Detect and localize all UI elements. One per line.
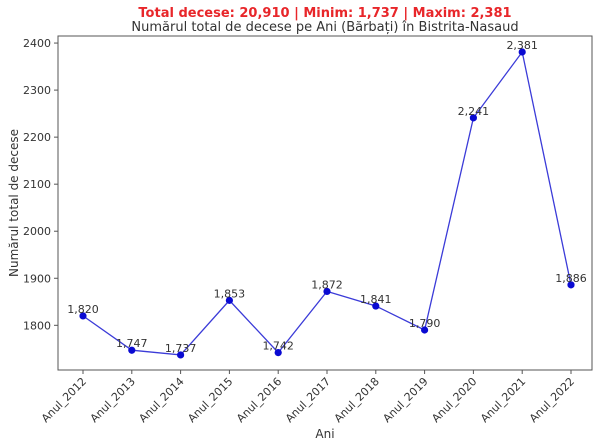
x-tick-label: Anul_2013 [88, 375, 138, 425]
chart-title: Numărul total de decese pe Ani (Bărbați)… [131, 20, 518, 35]
data-point [323, 287, 331, 296]
x-axis: Anul_2012Anul_2013Anul_2014Anul_2015Anul… [39, 370, 577, 425]
y-axis: 1800 1900 2000 2100 2200 2300 2400 [23, 37, 58, 332]
x-tick-label: Anul_2018 [332, 375, 382, 425]
data-label: 1,790 [409, 317, 441, 330]
x-tick-label: Anul_2016 [234, 375, 284, 425]
data-label: 1,737 [165, 342, 197, 355]
data-label: 1,742 [262, 340, 294, 353]
data-label: 1,872 [311, 278, 343, 291]
data-point [79, 312, 87, 320]
y-tick-label: 2400 [23, 37, 51, 50]
y-tick-label: 1800 [23, 319, 51, 332]
y-tick-label: 1900 [23, 272, 51, 285]
y-tick-label: 2300 [23, 84, 51, 97]
data-label: 1,853 [214, 287, 246, 300]
data-point [177, 351, 185, 359]
data-point [128, 346, 136, 354]
data-point [518, 48, 526, 56]
x-tick-label: Anul_2022 [527, 375, 577, 425]
data-point [225, 296, 233, 304]
data-label: 1,841 [360, 293, 392, 306]
data-point [469, 114, 477, 122]
y-tick-label: 2200 [23, 131, 51, 144]
y-tick-label: 2000 [23, 225, 51, 238]
data-point [421, 326, 429, 334]
data-label: 2,381 [506, 39, 538, 52]
series-markers [79, 48, 575, 359]
x-tick-label: Anul_2017 [283, 375, 333, 425]
x-tick-label: Anul_2015 [185, 375, 235, 425]
y-axis-label: Numărul total de decese [7, 129, 21, 277]
series-line [82, 50, 572, 356]
x-axis-label: Ani [315, 427, 334, 441]
x-tick-label: Anul_2020 [429, 375, 479, 425]
data-point [567, 281, 575, 289]
x-tick-label: Anul_2021 [478, 375, 528, 425]
x-tick-label: Anul_2019 [380, 375, 430, 425]
y-tick-label: 2100 [23, 178, 51, 191]
data-label: 1,820 [67, 303, 99, 316]
data-point [274, 348, 282, 357]
x-tick-label: Anul_2012 [39, 375, 89, 425]
x-tick-label: Anul_2014 [136, 375, 186, 425]
data-point [372, 302, 380, 310]
data-label: 1,747 [116, 337, 148, 350]
data-label: 2,241 [458, 105, 490, 118]
chart-suptitle: Total decese: 20,910 | Minim: 1,737 | Ma… [138, 6, 511, 21]
data-labels: 1,820 1,747 1,737 1,853 1,742 1,872 1,841 1,790… [67, 39, 587, 355]
data-label: 1,886 [555, 272, 587, 285]
plot-area-frame [57, 35, 593, 371]
